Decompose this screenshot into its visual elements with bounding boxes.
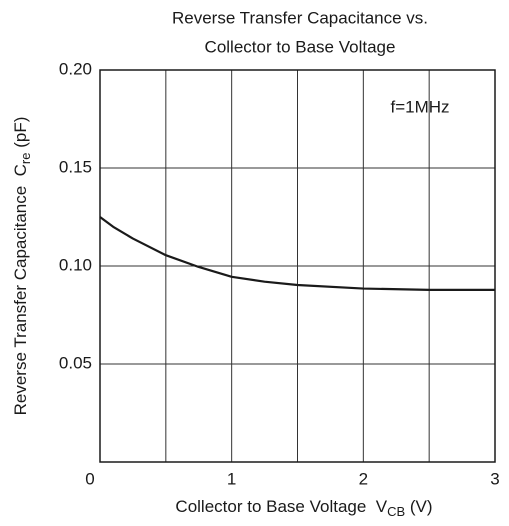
x-axis-label: Collector to Base Voltage VCB (V)	[175, 497, 432, 519]
y-tick-label: 0.05	[59, 353, 92, 372]
annotation: f=1MHz	[390, 97, 449, 116]
chart-title: Collector to Base Voltage	[205, 37, 396, 56]
y-axis-label: Reverse Transfer Capacitance Cre (pF)	[11, 117, 33, 416]
x-tick-label: 1	[227, 469, 236, 488]
line	[99, 216, 495, 292]
x-tick-label: 0	[85, 469, 94, 488]
y-tick-label: 0.20	[59, 59, 92, 78]
y-label-unit: (pF)	[11, 117, 30, 153]
y-label-sub: re	[18, 152, 33, 164]
chart-title: Reverse Transfer Capacitance vs.	[172, 8, 428, 27]
x-tick-label: 3	[490, 469, 499, 488]
y-tick-label: 0.15	[59, 157, 92, 176]
y-label-text: Reverse Transfer Capacitance C	[11, 164, 30, 415]
x-label-unit: (V)	[405, 497, 432, 516]
y-tick-label: 0.10	[59, 255, 92, 274]
x-tick-label: 2	[359, 469, 368, 488]
x-label-sub: CB	[387, 504, 405, 519]
plot-frame	[99, 69, 496, 463]
x-label-text: Collector to Base Voltage V	[175, 497, 387, 516]
